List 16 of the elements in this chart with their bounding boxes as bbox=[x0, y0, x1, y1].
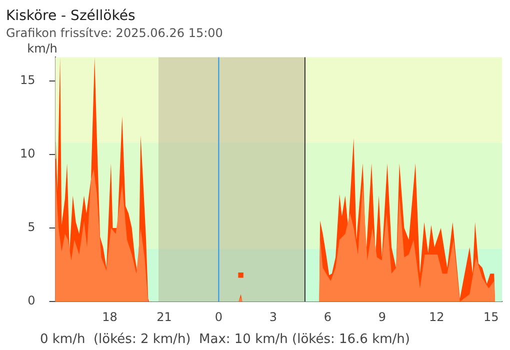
x-tick-label: 15 bbox=[483, 310, 499, 324]
x-tick-label: 3 bbox=[269, 310, 278, 324]
y-axis-title: km/h bbox=[27, 41, 58, 56]
x-tick-label: 0 bbox=[214, 310, 223, 324]
x-tick-label: 12 bbox=[428, 310, 444, 324]
y-tick-label: 0 bbox=[28, 294, 36, 308]
x-tick-label: 18 bbox=[102, 310, 118, 324]
text: 0 km/h (lökés: 2 km/h) Max: 10 km/h (lökés: 16.6 km/h) bbox=[40, 332, 410, 347]
x-tick-label: 6 bbox=[324, 310, 332, 324]
y-tick-label: 10 bbox=[20, 146, 36, 160]
x-tick-label: 9 bbox=[378, 310, 386, 324]
y-tick-label: 5 bbox=[28, 220, 36, 234]
x-tick-label: 21 bbox=[156, 310, 172, 324]
y-tick-label: 15 bbox=[20, 72, 36, 87]
chart-subtitle: Grafikon frissítve: 2025.06.26 15:00 bbox=[6, 26, 223, 40]
chart-title: Kisköre - Széllökés bbox=[6, 8, 136, 24]
